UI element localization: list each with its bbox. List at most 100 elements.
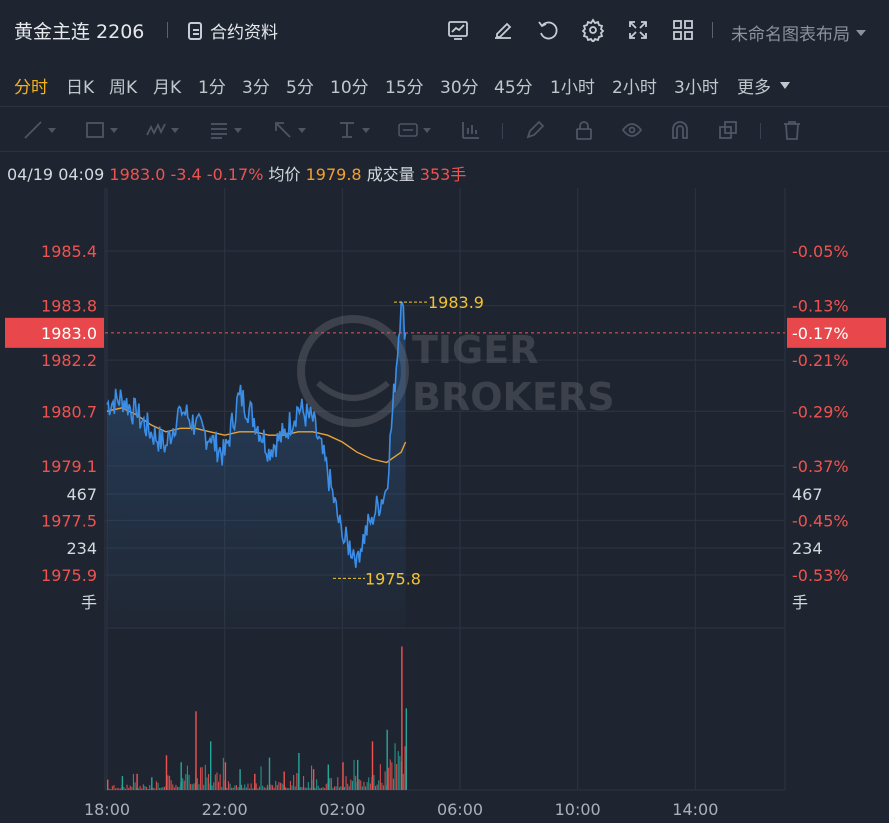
volume-bar — [369, 783, 371, 790]
tab-2hour[interactable]: 2小时 — [612, 78, 657, 98]
volume-bar — [340, 786, 342, 790]
tab-15min[interactable]: 15分 — [385, 78, 424, 98]
contract-info-button[interactable]: 合约资料 — [188, 18, 278, 43]
volume-bar — [139, 786, 141, 790]
edit-icon[interactable] — [489, 16, 517, 44]
volume-tick-label: 手 — [81, 593, 97, 612]
document-icon — [188, 21, 202, 40]
volume-bar — [363, 781, 365, 790]
divider — [712, 22, 713, 38]
avg-price-label: 均价 — [268, 165, 301, 184]
measure-tool-icon[interactable] — [460, 118, 482, 142]
volume-bar — [204, 764, 206, 790]
volume-bar — [211, 785, 213, 790]
time-tick-label: 18:00 — [84, 800, 130, 819]
volume-bar — [325, 783, 327, 790]
tab-day-k[interactable]: 日K — [66, 78, 95, 98]
volume-bar — [193, 783, 195, 790]
volume-bar — [216, 772, 218, 790]
tab-1hour[interactable]: 1小时 — [550, 78, 595, 98]
volume-bar — [208, 774, 210, 790]
volume-bar — [226, 787, 228, 790]
pct-tick-label: -0.21% — [792, 351, 849, 370]
volume-bar — [219, 774, 221, 790]
volume-bar — [265, 787, 267, 790]
tab-1min[interactable]: 1分 — [198, 78, 226, 98]
volume-bar — [180, 762, 182, 790]
volume-bar — [252, 788, 254, 790]
arrow-tool-icon[interactable] — [272, 118, 306, 142]
tab-45min[interactable]: 45分 — [494, 78, 533, 98]
volume-bar — [334, 786, 336, 790]
volume-bar — [293, 775, 295, 790]
chart-settings-icon[interactable] — [444, 16, 472, 44]
label-tool-icon[interactable] — [397, 118, 431, 142]
gear-icon[interactable] — [579, 16, 607, 44]
volume-bar — [298, 753, 300, 790]
volume-bar — [151, 777, 153, 790]
quote-change: -3.4 — [170, 165, 202, 184]
tab-3min[interactable]: 3分 — [242, 78, 270, 98]
tab-30min[interactable]: 30分 — [440, 78, 479, 98]
price-tick-label: 1985.4 — [41, 242, 97, 261]
volume-bar — [291, 785, 293, 790]
volume-bar — [188, 774, 190, 790]
volume-bar — [241, 784, 243, 790]
volume-bar — [314, 787, 316, 790]
trash-icon[interactable] — [781, 118, 803, 142]
refresh-icon[interactable] — [534, 16, 562, 44]
layout-dropdown[interactable]: 未命名图表布局 — [731, 20, 866, 45]
volume-bar — [141, 788, 143, 790]
tab-month-k[interactable]: 月K — [153, 78, 182, 98]
lock-icon[interactable] — [573, 118, 595, 142]
volume-bar — [118, 788, 120, 790]
tab-intraday[interactable]: 分时 — [14, 78, 48, 98]
tab-5min[interactable]: 5分 — [286, 78, 314, 98]
rect-tool-icon[interactable] — [84, 118, 118, 142]
volume-bar — [335, 786, 337, 790]
tab-3hour[interactable]: 3小时 — [674, 78, 719, 98]
volume-bar — [195, 711, 197, 790]
magnet-icon[interactable] — [669, 118, 691, 142]
fullscreen-icon[interactable] — [624, 16, 652, 44]
volume-bar — [231, 787, 233, 790]
copy-icon[interactable] — [717, 118, 739, 142]
text-bar-tool-icon[interactable] — [336, 118, 370, 142]
volume-bar — [222, 757, 224, 790]
quote-info-line: 04/19 04:09 1983.0 -3.4 -0.17% 均价 1979.8… — [7, 161, 466, 185]
volume-bar — [353, 760, 355, 790]
price-tick-label: 1980.7 — [41, 402, 97, 421]
volume-bar — [345, 776, 347, 790]
intraday-chart[interactable]: TIGER BROKERS 1983.0 -0.17% 1983.9 1975.8 1… — [0, 188, 889, 823]
fib-tool-icon[interactable] — [208, 118, 242, 142]
volume-bar — [278, 782, 280, 790]
pct-tick-label: -0.45% — [792, 511, 849, 530]
price-tick-label: 1975.9 — [41, 566, 97, 585]
volume-tick-label: 234 — [66, 539, 97, 558]
volume-bar — [200, 767, 202, 790]
volume-tick-label: 手 — [792, 593, 808, 612]
volume-bar — [285, 787, 287, 790]
eye-icon[interactable] — [621, 118, 643, 142]
volume-bar — [257, 788, 259, 790]
grid-layout-icon[interactable] — [669, 16, 697, 44]
volume-bar — [108, 788, 110, 790]
wave-tool-icon[interactable] — [145, 118, 179, 142]
caret-down-icon — [171, 127, 179, 133]
tab-10min[interactable]: 10分 — [330, 78, 369, 98]
volume-bar — [128, 788, 130, 790]
volume-bar — [347, 783, 349, 790]
volume-bar — [309, 787, 311, 790]
volume-tick-label: 467 — [792, 485, 823, 504]
current-price-label: 1983.0 — [41, 324, 97, 343]
volume-tick-label: 234 — [792, 539, 823, 558]
volume-bar — [303, 776, 305, 790]
time-tick-label: 14:00 — [672, 800, 718, 819]
pen-icon[interactable] — [524, 118, 546, 142]
tab-more[interactable]: 更多 — [737, 73, 790, 98]
volume-bar — [155, 781, 157, 790]
volume-bar — [111, 785, 113, 790]
volume-bar — [375, 785, 377, 790]
line-tool-icon[interactable] — [22, 118, 56, 142]
tab-week-k[interactable]: 周K — [109, 78, 138, 98]
